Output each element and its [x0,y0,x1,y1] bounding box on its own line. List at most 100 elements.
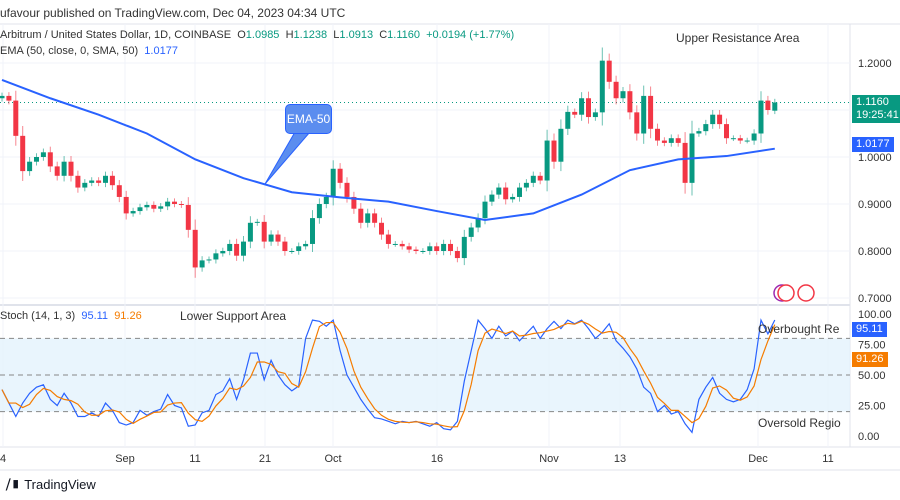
candle-body [310,218,315,244]
candle-body [137,207,143,212]
candle-body [234,243,240,256]
candle [648,86,654,139]
candle-body [289,251,295,252]
candle-body [620,91,626,99]
candle [310,210,315,252]
candle [213,249,219,264]
candle [61,156,67,182]
x-tick-label: 4 [0,453,6,465]
candle [151,201,157,213]
candle-body [123,196,129,214]
candle-body [358,208,364,223]
economic-event-icon [797,284,815,302]
candle-body [241,241,246,256]
candle-body [172,201,177,204]
candle [123,190,129,220]
candle-body [461,236,467,259]
ema-callout[interactable]: EMA-50 [285,104,332,134]
candle [89,177,95,187]
stoch-k-line [1,318,776,434]
candle-body [316,204,322,219]
candle-body [744,140,750,142]
candle-body [565,111,571,129]
tradingview-logo[interactable]: ⧸▮ TradingView [6,477,96,493]
candle [303,240,309,250]
candle [116,180,122,203]
candle-body [572,111,578,115]
candle-body [89,180,95,183]
candle [144,201,150,211]
candle [427,242,433,255]
stoch-tick-label: 75.00 [858,340,886,352]
candle-body [68,161,74,176]
candle-body [544,140,550,181]
candle-body [116,185,122,197]
candle-body [627,91,633,113]
x-tick-label: 11 [189,453,200,465]
stoch-label[interactable]: Stoch (14, 1, 3) [0,310,76,322]
candle-body [47,152,53,167]
low-value: 1.0913 [339,29,374,41]
candle-body [448,243,453,251]
stoch-d-value: 91.26 [114,310,142,322]
candle-body [379,222,384,235]
stoch-k-value: 95.11 [81,310,109,322]
candle-body [282,241,288,251]
candle [634,105,640,141]
symbol-name[interactable]: Arbitrum / United States Dollar, 1D, COI… [0,29,232,41]
candle-body [586,98,591,118]
price-tick-label: 0.8000 [858,246,892,258]
candle-body [668,138,674,143]
open-value: 1.0985 [245,29,280,41]
price-tick-label: 0.7000 [858,293,892,305]
candle-body [434,246,440,251]
ema-label[interactable]: EMA (50, close, 0, SMA, 50) [0,45,139,57]
candle-body [34,157,39,162]
candle-body [130,211,136,214]
candle-body [261,221,267,242]
ema-callout-pointer [264,131,312,185]
price-tick-label: 0.9000 [858,199,892,211]
candle-body [641,95,647,134]
candle [379,217,384,240]
candle [254,218,260,226]
candle [261,215,267,249]
candle-body [213,253,219,260]
x-tick-label: 21 [259,453,271,465]
candle-body [144,204,150,208]
candle-body [406,246,412,250]
candle-body [13,100,19,136]
candle [737,134,743,144]
candle-body [227,243,233,251]
candle-body [758,100,764,134]
candle [530,171,536,188]
candle [641,85,647,144]
candle-body [220,251,226,254]
overbought-label: Overbought Re [758,322,840,336]
economic-event-icon [777,284,795,302]
candle-body [351,196,357,209]
candle-body [558,128,564,162]
candle-body [192,229,198,268]
last-price: 1.1160 [856,96,889,108]
candle-body [606,60,612,82]
symbol-legend: Arbitrum / United States Dollar, 1D, COI… [0,29,514,41]
last-price-tag: 1.1160 19:25:41 [852,95,900,123]
x-tick-label: 16 [431,453,443,465]
candle-body [655,128,660,141]
candle [158,203,164,212]
candle [247,216,253,249]
candle-body [96,180,102,183]
candle [454,246,460,263]
candle-body [330,168,336,197]
candle [468,222,474,242]
candle [627,84,633,120]
candle [40,148,46,161]
candle [109,171,115,190]
candle [620,86,626,103]
candle-body [475,218,481,228]
candle-body [613,81,619,99]
candle [34,153,39,166]
candle [758,91,764,143]
